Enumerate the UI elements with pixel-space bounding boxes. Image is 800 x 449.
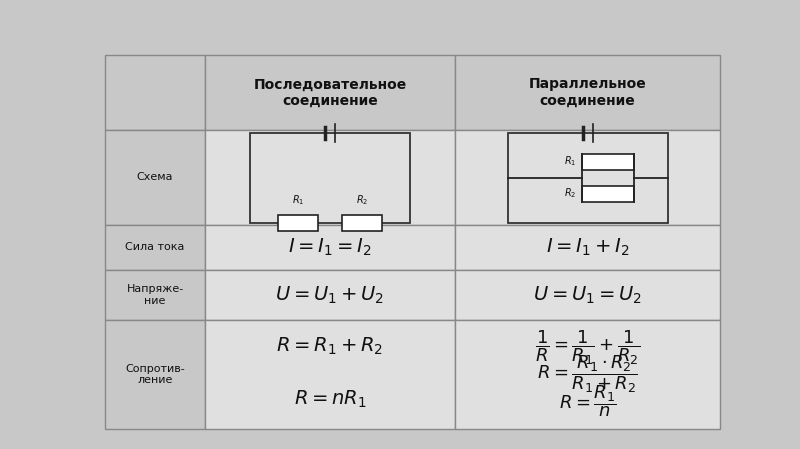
Text: $U =U_1  =U_2$: $U =U_1 =U_2$ — [533, 284, 642, 306]
Text: $R_2$: $R_2$ — [356, 194, 368, 207]
Bar — [455, 55, 720, 130]
Text: $R =\dfrac{R_1 \cdot R_2}{R_1 +R_2}$: $R =\dfrac{R_1 \cdot R_2}{R_1 +R_2}$ — [537, 354, 638, 395]
Text: $\dfrac{1}{R} =\dfrac{1}{R_1}  +\dfrac{1}{R_2}$: $\dfrac{1}{R} =\dfrac{1}{R_1} +\dfrac{1}… — [535, 329, 640, 367]
Text: $U =U_1  +U_2$: $U =U_1 +U_2$ — [275, 284, 385, 306]
Bar — [205, 55, 455, 130]
Text: $R =nR_1$: $R =nR_1$ — [294, 389, 366, 410]
Bar — [205, 225, 455, 270]
Text: $I =I_1  =I_2$: $I =I_1 =I_2$ — [288, 237, 372, 258]
Bar — [205, 270, 455, 320]
Text: Напряже-
ние: Напряже- ние — [126, 284, 184, 306]
Text: Схема: Схема — [137, 172, 174, 182]
Text: Последовательное
соединение: Последовательное соединение — [254, 77, 406, 108]
Text: Параллельное
соединение: Параллельное соединение — [529, 77, 646, 108]
Bar — [507, 132, 667, 223]
Bar — [250, 132, 410, 223]
Bar — [582, 185, 634, 202]
Bar — [342, 215, 382, 230]
Bar — [455, 320, 720, 429]
Bar — [205, 320, 455, 429]
Bar — [105, 55, 205, 130]
Text: $R_2$: $R_2$ — [564, 187, 577, 200]
Bar — [278, 215, 318, 230]
Bar — [105, 130, 205, 225]
Text: Сила тока: Сила тока — [126, 242, 185, 252]
Bar — [582, 154, 634, 170]
Text: Сопротив-
ление: Сопротив- ление — [125, 364, 185, 385]
Bar — [105, 320, 205, 429]
Text: $R_1$: $R_1$ — [564, 154, 577, 168]
Text: $R_1$: $R_1$ — [292, 194, 304, 207]
Bar — [455, 270, 720, 320]
Text: $I =I_1  +I_2$: $I =I_1 +I_2$ — [546, 237, 630, 258]
Bar — [105, 270, 205, 320]
Bar — [205, 130, 455, 225]
Bar — [455, 225, 720, 270]
Bar — [105, 225, 205, 270]
Text: $R =R_1  +R_2$: $R =R_1 +R_2$ — [277, 336, 383, 357]
Text: $R =\dfrac{R_1}{n}$: $R =\dfrac{R_1}{n}$ — [558, 383, 616, 419]
Bar — [455, 130, 720, 225]
